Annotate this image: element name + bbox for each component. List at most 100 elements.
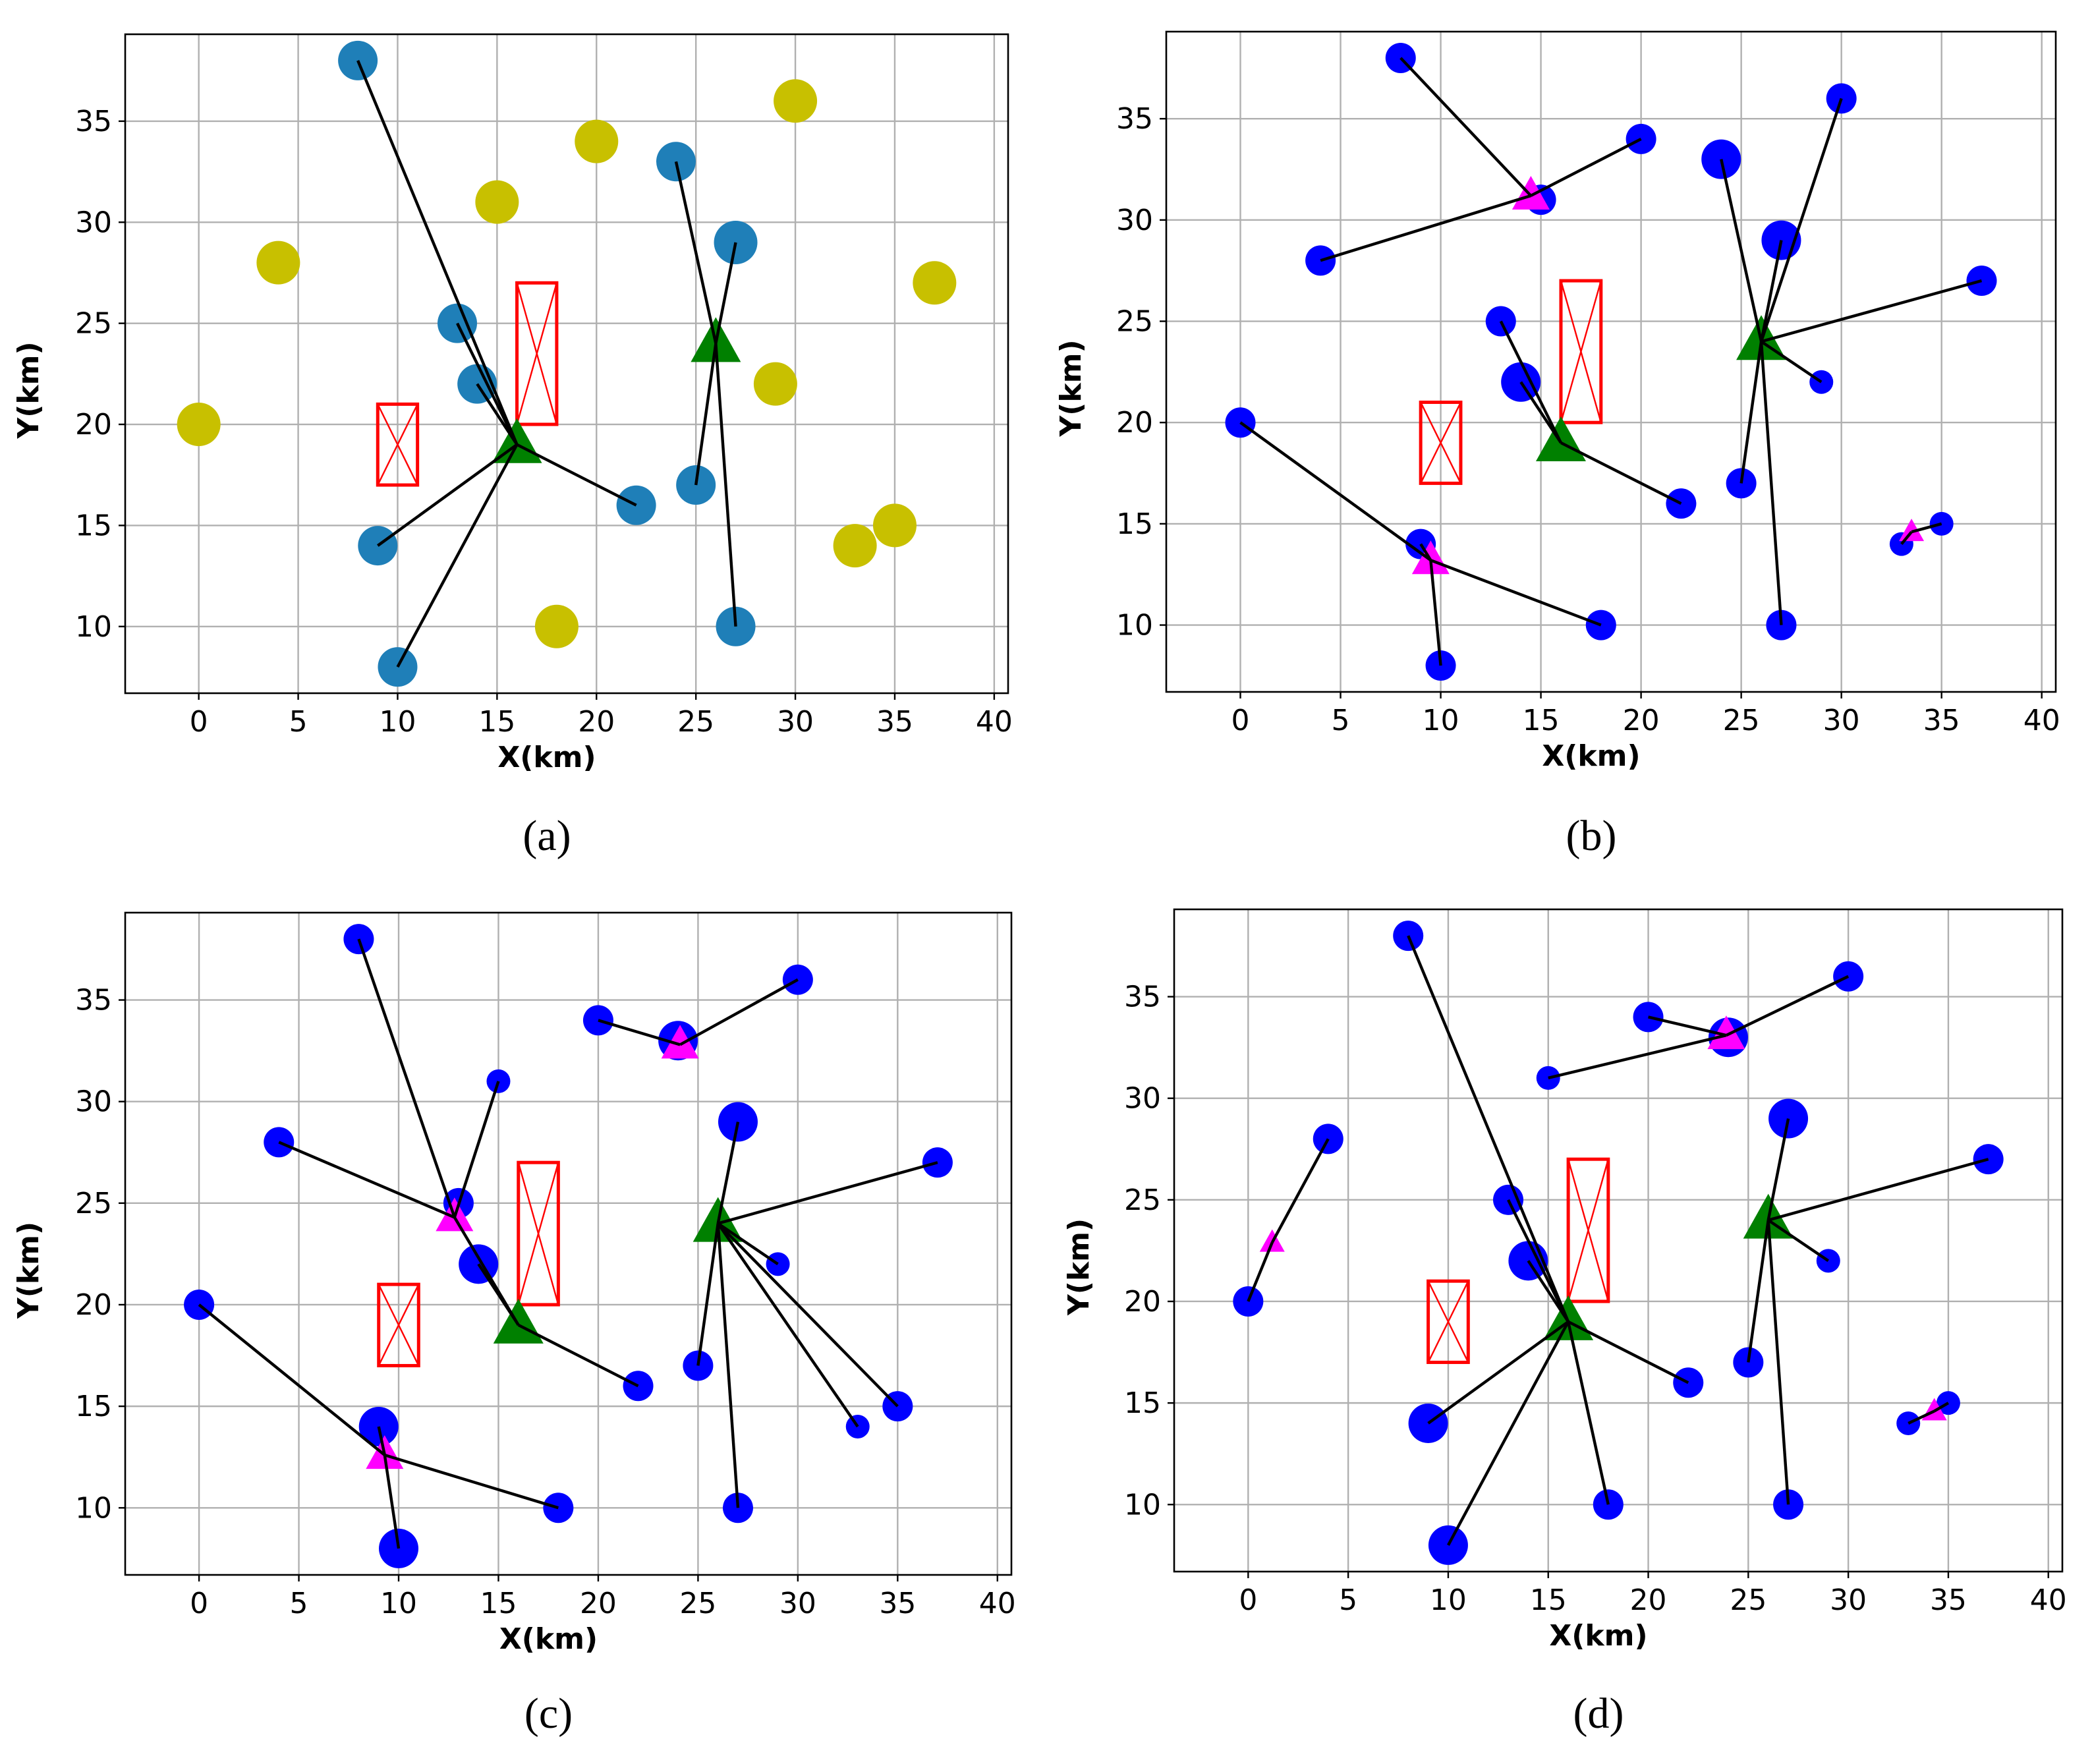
panel-c: 0 5 10 15 20 25 30 35 40 10 15 20 25 30 35 X(km) Y(km) (c… xyxy=(12,911,1016,1738)
x-axis-label: X(km) xyxy=(1542,739,1640,773)
y-axis-label: Y(km) xyxy=(12,1222,45,1319)
restricted-zone xyxy=(377,1282,420,1367)
x-tick-label: 30 xyxy=(779,1587,816,1620)
y-tick-label: 25 xyxy=(1124,1183,1161,1217)
x-tick-label: 25 xyxy=(1723,704,1760,737)
link-line xyxy=(1519,381,1562,444)
link-line xyxy=(1648,1015,1727,1037)
y-tick-label: 10 xyxy=(75,610,112,644)
y-tick-label: 10 xyxy=(75,1491,112,1525)
y-tick-label: 15 xyxy=(1124,1386,1161,1420)
node-point xyxy=(656,142,696,182)
x-tick-label: 40 xyxy=(2030,1583,2067,1617)
link-line xyxy=(1560,441,1682,505)
grid xyxy=(1174,909,2062,1572)
x-tick-label: 15 xyxy=(478,705,515,739)
x-tick-label: 10 xyxy=(380,1587,417,1620)
restricted-zone xyxy=(515,281,559,426)
x-tick-label: 5 xyxy=(290,1587,308,1620)
y-tick-label: 25 xyxy=(1116,305,1153,339)
link-line xyxy=(1507,1199,1570,1323)
grid xyxy=(125,913,1011,1575)
x-tick-label: 0 xyxy=(1231,704,1250,737)
x-tick-label: 30 xyxy=(1823,704,1860,737)
x-tick-label: 10 xyxy=(1430,1583,1467,1617)
link-line xyxy=(1911,522,1942,534)
restricted-zone xyxy=(1559,279,1603,424)
node-point xyxy=(438,303,478,343)
link-line xyxy=(1739,341,1763,484)
plot-frame xyxy=(1165,30,2057,693)
plot-frame xyxy=(124,33,1009,695)
link-line xyxy=(1725,975,1850,1037)
x-tick-label: 40 xyxy=(979,1587,1016,1620)
y-axis-label: Y(km) xyxy=(12,341,45,439)
candidate-point xyxy=(833,524,877,568)
grid xyxy=(125,34,1008,693)
link-line xyxy=(714,242,737,344)
restricted-zone-rect xyxy=(376,402,420,487)
panel-label: (d) xyxy=(1573,1690,1624,1738)
restricted-zone xyxy=(517,1160,560,1307)
x-axis-label: X(km) xyxy=(497,741,596,774)
link-line xyxy=(1430,559,1602,627)
y-axis-label: Y(km) xyxy=(1054,339,1088,437)
link-line xyxy=(384,1454,559,1510)
relay-triangle xyxy=(1512,175,1550,210)
link-line xyxy=(377,1426,386,1456)
x-tick-label: 35 xyxy=(1923,704,1960,737)
link-line xyxy=(1768,1158,1989,1222)
link-line xyxy=(476,383,519,445)
x-tick-label: 0 xyxy=(190,1587,208,1620)
restricted-zone-diagonal xyxy=(1567,1158,1609,1302)
y-tick-label: 35 xyxy=(75,984,112,1017)
restricted-zone-diagonal xyxy=(517,1162,559,1305)
panel-label: (c) xyxy=(524,1690,573,1738)
y-tick-label: 30 xyxy=(1116,204,1153,237)
link-line xyxy=(453,1081,500,1218)
restricted-zone-rect xyxy=(1419,400,1463,485)
link-line xyxy=(1767,1118,1790,1221)
restricted-zone-rect xyxy=(1427,1279,1470,1364)
link-line xyxy=(1270,1138,1330,1243)
y-axis-label: Y(km) xyxy=(1062,1218,1096,1316)
plot-frame xyxy=(124,911,1013,1576)
candidate-point xyxy=(872,503,917,548)
link-line xyxy=(1239,421,1432,561)
link-line xyxy=(1759,240,1783,342)
restricted-zone-rect xyxy=(517,1160,560,1307)
link-line xyxy=(357,938,456,1218)
restricted-zone-rect xyxy=(377,1282,420,1367)
panel-label: (a) xyxy=(523,812,571,860)
candidate-point xyxy=(256,241,300,285)
link-line xyxy=(1527,1260,1569,1323)
restricted-zone xyxy=(376,402,420,487)
candidate-point xyxy=(575,119,619,163)
y-tick-label: 25 xyxy=(75,1187,112,1220)
link-line xyxy=(679,978,799,1046)
y-tick-label: 10 xyxy=(1124,1488,1161,1522)
panel-d: 0 5 10 15 20 25 30 35 40 10 15 20 25 30 35 X(km) Y(km) (d… xyxy=(1062,908,2067,1738)
link-line xyxy=(1908,1409,1935,1425)
link-line xyxy=(716,1223,740,1508)
x-tick-label: 30 xyxy=(1830,1583,1867,1617)
y-tick-label: 35 xyxy=(1116,102,1153,136)
candidate-point xyxy=(534,604,579,648)
relay-triangle xyxy=(1411,540,1450,575)
panel-b: 0 5 10 15 20 25 30 35 40 10 15 20 25 30 35 X(km) Y(km) (b… xyxy=(1054,30,2060,860)
relay-triangle xyxy=(1707,1015,1745,1050)
x-tick-label: 5 xyxy=(289,705,308,739)
link-line xyxy=(1767,1220,1790,1505)
link-line xyxy=(1427,1321,1569,1425)
link-line xyxy=(674,161,718,344)
link-line xyxy=(1247,1241,1274,1302)
x-tick-label: 40 xyxy=(2023,704,2060,737)
link-line xyxy=(1568,1320,1689,1384)
x-tick-label: 0 xyxy=(1239,1583,1257,1617)
link-line xyxy=(1446,1321,1570,1546)
y-tick-label: 15 xyxy=(75,509,112,542)
restricted-zone-rect xyxy=(1566,1157,1610,1303)
x-tick-label: 35 xyxy=(1930,1583,1967,1617)
x-tick-label: 40 xyxy=(976,705,1013,739)
x-axis-label: X(km) xyxy=(1549,1619,1647,1653)
